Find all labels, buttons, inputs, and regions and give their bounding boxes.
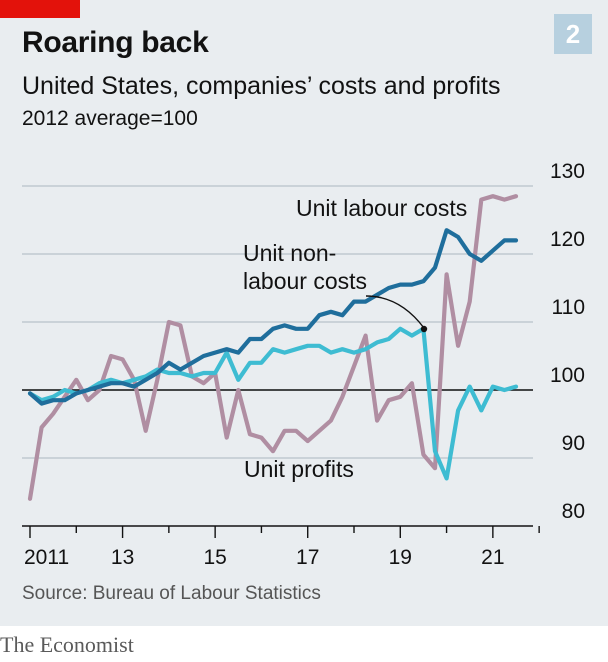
- x-tick-label-15: 15: [203, 546, 226, 569]
- annotation-leader-dot: [420, 325, 428, 333]
- chart-units: 2012 average=100: [22, 107, 198, 130]
- series-lines: [27, 194, 519, 501]
- y-tick-label-100: 100: [550, 364, 585, 387]
- y-tick-label-130: 130: [550, 160, 585, 183]
- series-line-unit-non-labour-costs: [27, 326, 519, 481]
- annotation-line: Unit non-: [243, 240, 336, 266]
- source-note: Source: Bureau of Labour Statistics: [22, 583, 321, 604]
- chart-title: Roaring back: [22, 26, 209, 59]
- x-axis: [22, 525, 540, 538]
- line-chart: 80 90 100 110 120 130 2011 13 15 17 19 21 Unit lab…: [22, 160, 585, 569]
- brand-name: The Economist: [0, 632, 134, 657]
- annotation-line: Unit labour costs: [296, 195, 467, 221]
- annotation-unit-non-labour-costs: Unit non-labour costs: [243, 240, 367, 294]
- annotation-line: labour costs: [243, 268, 367, 294]
- x-tick-label-17: 17: [296, 546, 319, 569]
- x-tick-label-13: 13: [111, 546, 134, 569]
- chart-number-badge: 2: [554, 14, 592, 54]
- x-tick-label-2011: 2011: [24, 546, 69, 569]
- annotation-line: Unit profits: [244, 456, 354, 482]
- chart-panel: [0, 0, 608, 626]
- annotation-leader-line: [365, 295, 425, 329]
- series-line-unit-labour-costs: [27, 228, 519, 406]
- x-tick-labels: 2011 13 15 17 19 21: [24, 546, 505, 569]
- y-tick-label-80: 80: [562, 500, 585, 523]
- x-tick-label-21: 21: [481, 546, 504, 569]
- annotation-unit-profits: Unit profits: [244, 456, 354, 482]
- chart-subtitle: United States, companies’ costs and prof…: [22, 72, 501, 100]
- y-tick-label-90: 90: [562, 432, 585, 455]
- y-tick-labels: 80 90 100 110 120 130: [550, 160, 585, 523]
- annotation-unit-labour-costs: Unit labour costs: [296, 195, 467, 221]
- y-tick-label-110: 110: [552, 296, 585, 319]
- series-line-unit-profits: [27, 194, 519, 501]
- brand-red-tag: [0, 0, 80, 18]
- y-tick-label-120: 120: [550, 228, 585, 251]
- x-tick-label-19: 19: [389, 546, 412, 569]
